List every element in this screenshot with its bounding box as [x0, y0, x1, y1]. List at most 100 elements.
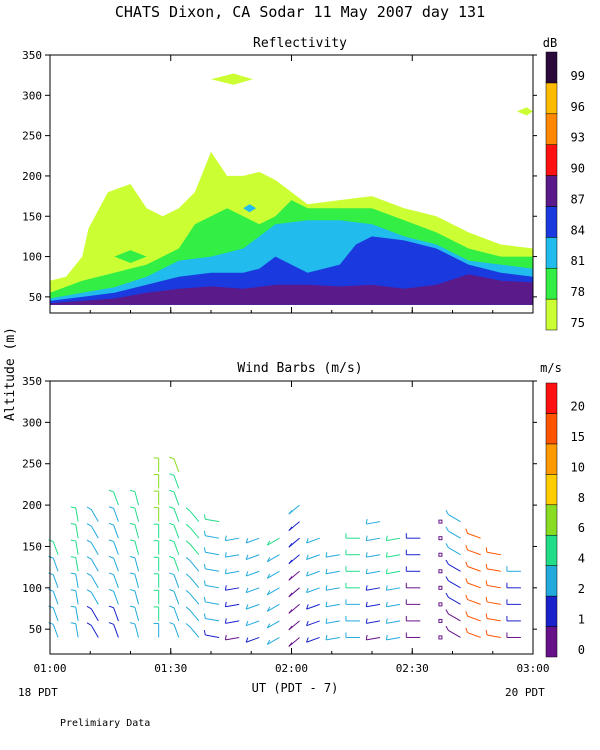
barb-staff	[366, 620, 381, 624]
barb-staff	[75, 557, 79, 572]
barb-flag	[48, 622, 54, 625]
barb-flag	[86, 622, 92, 626]
barb-flag	[385, 601, 388, 607]
barb-flag	[445, 625, 449, 631]
barb-flag	[48, 589, 54, 592]
colorbar-tick-label: 15	[571, 430, 585, 444]
barb-flag	[245, 620, 249, 626]
barb-staff	[173, 491, 180, 506]
barb-flag	[245, 554, 249, 560]
barb-flag	[48, 555, 54, 559]
barb-flag	[288, 625, 293, 631]
barb-staff	[113, 524, 119, 539]
barb-flag	[266, 606, 271, 612]
barb-flag	[70, 523, 76, 525]
x-tick-label: 02:30	[396, 662, 429, 675]
barb-staff	[189, 593, 200, 605]
colorbar-cell	[545, 413, 558, 445]
barb-staff	[52, 624, 59, 638]
colorbar-tick-label: 84	[571, 223, 585, 237]
barb-flag	[86, 572, 92, 577]
barb-staff	[225, 636, 240, 641]
barb-staff	[113, 491, 119, 506]
barb-flag	[385, 568, 388, 574]
barb-staff	[386, 636, 401, 641]
barb-flag	[224, 601, 227, 607]
colorbar-cell	[545, 267, 558, 300]
barb-flag	[385, 585, 388, 591]
barb-flag	[129, 572, 136, 575]
contour-level-84	[50, 236, 533, 305]
barb-flag	[445, 543, 449, 548]
barb-flag	[169, 506, 175, 509]
barb-flag	[465, 611, 468, 617]
barb-flag	[306, 637, 309, 643]
barb-staff	[134, 574, 140, 588]
barb-staff	[90, 558, 99, 572]
barb-staff	[205, 601, 220, 605]
barb-flag	[365, 552, 368, 558]
barb-staff	[113, 574, 119, 588]
barb-flag	[169, 572, 175, 576]
barb-staff	[173, 458, 180, 473]
barb-flag	[325, 601, 328, 607]
colorbar-tick-label: 1	[578, 613, 585, 627]
x-tick-label: 01:00	[33, 662, 66, 675]
barb-staff	[245, 620, 260, 627]
barb-flag	[129, 622, 136, 625]
barb-staff	[75, 623, 79, 638]
colorbar-cell	[545, 298, 558, 331]
barb-staff	[225, 537, 240, 542]
barb-flag	[169, 473, 175, 476]
barb-flag	[70, 622, 76, 625]
barb-staff	[134, 623, 140, 638]
barb-staff	[173, 574, 180, 588]
colorbar-cell	[545, 534, 558, 566]
contour-patch-81	[243, 204, 257, 213]
barb-staff	[52, 607, 59, 622]
barb-staff	[366, 537, 381, 542]
x-tick-label: 03:00	[516, 662, 549, 675]
barb-staff	[205, 634, 220, 638]
colorbar-tick-label: 99	[571, 69, 585, 83]
barb-staff	[467, 549, 481, 556]
barb-flag	[86, 506, 92, 510]
barb-flag	[108, 572, 114, 576]
y-tick-label: 100	[22, 251, 42, 264]
barb-flag	[266, 623, 271, 629]
barb-flag	[86, 556, 92, 560]
barb-staff	[189, 626, 200, 638]
barb-flag	[266, 540, 271, 546]
barb-staff	[467, 532, 481, 539]
barb-staff	[325, 570, 340, 575]
barb-staff	[386, 603, 401, 608]
barb-flag	[266, 639, 271, 645]
barb-staff	[448, 547, 461, 556]
barb-flag	[129, 539, 136, 542]
barb-staff	[189, 527, 200, 539]
y-tick-label: 350	[22, 49, 42, 62]
colorbar-tick-label: 4	[578, 552, 585, 566]
barb-flag	[288, 509, 293, 515]
barb-staff	[113, 508, 119, 522]
barb-staff	[267, 603, 280, 612]
colorbar-cell	[545, 565, 558, 597]
barb-flag	[70, 506, 76, 509]
barb-flag	[245, 571, 249, 577]
barb-flag	[203, 630, 206, 636]
barb-staff	[267, 637, 280, 645]
barb-staff	[366, 603, 381, 608]
barb-staff	[306, 570, 320, 577]
barb-staff	[486, 584, 501, 589]
barb-staff	[189, 576, 200, 589]
barb-staff	[90, 525, 99, 539]
barb-flag	[224, 585, 227, 591]
barb-flag	[185, 556, 191, 561]
barb-staff	[467, 582, 481, 589]
barb-flag	[169, 605, 175, 609]
barb-flag	[86, 523, 92, 527]
y-tick-label: 150	[22, 540, 42, 553]
barb-flag	[48, 572, 54, 576]
barb-staff	[448, 580, 461, 589]
barb-flag	[70, 539, 76, 542]
